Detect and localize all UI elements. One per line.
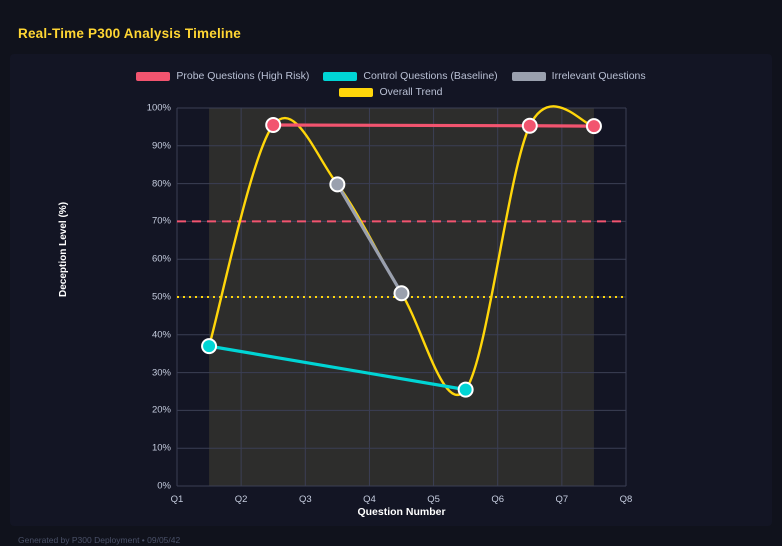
data-point-marker[interactable] [201,338,218,355]
y-tick-label: 90% [151,140,171,152]
y-tick-label: 60% [151,253,171,265]
x-tick-label: Q6 [491,494,505,505]
y-tick-label: 80% [151,178,171,190]
y-tick-label: 70% [151,215,171,227]
chart-canvas [176,105,627,487]
plot-area: 0% 10% 20% 30% 40% 50% 60% 70% 80% 90% 100% Q1 Q2 Q3 Q… [147,103,633,506]
legend-label: Probe Questions (High Risk) [176,70,310,82]
x-tick-label: Q4 [363,494,376,505]
data-point-marker[interactable] [393,285,410,302]
footer-text: Generated by P300 Deployment • 09/05/42 [18,535,181,545]
legend-trend[interactable]: Overall Trend [339,84,443,100]
x-tick-label: Q7 [555,494,569,505]
legend-label: Irrelevant Questions [551,70,646,82]
legend-control[interactable]: Control Questions (Baseline) [323,68,498,84]
data-point-marker[interactable] [585,118,602,135]
x-tick-label: Q3 [298,494,312,505]
y-tick-label: 20% [151,404,171,416]
data-point-marker[interactable] [265,117,282,134]
data-point-marker[interactable] [329,176,346,193]
legend-row: Probe Questions (High Risk) Control Quest… [10,68,772,84]
y-tick-label: 40% [151,329,171,341]
legend-irrelevant[interactable]: Irrelevant Questions [511,68,646,84]
data-point-marker[interactable] [457,381,474,398]
legend-probe[interactable]: Probe Questions (High Risk) [136,68,309,84]
legend-swatch-icon [136,71,171,81]
y-tick-label: 0% [157,480,171,492]
series-line-probe [271,123,596,128]
legend-label: Overall Trend [379,86,443,98]
y-axis-title: Deception Level (%) [58,201,69,297]
legend-row: Overall Trend [10,84,772,100]
y-tick-label: 100% [146,102,171,114]
series-line-irrelevant [335,182,404,295]
x-tick-label: Q5 [427,494,440,505]
legend-label: Control Questions (Baseline) [363,70,498,82]
series-line-control [207,344,468,392]
x-axis-title: Question Number [357,506,446,518]
x-tick-label: Q1 [170,494,184,505]
chart-panel: Probe Questions (High Risk) Control Quest… [10,54,772,526]
legend-swatch-icon [323,71,358,81]
y-tick-label: 10% [151,442,171,454]
x-tick-label: Q8 [619,494,633,505]
legend-swatch-icon [339,87,374,97]
y-tick-label: 30% [151,367,171,379]
chart-legend: Probe Questions (High Risk) Control Quest… [10,68,772,100]
legend-swatch-icon [511,71,546,81]
data-point-marker[interactable] [521,117,538,134]
page-title: Real-Time P300 Analysis Timeline [18,26,242,41]
x-tick-label: Q2 [234,494,248,505]
y-tick-label: 50% [151,291,171,303]
